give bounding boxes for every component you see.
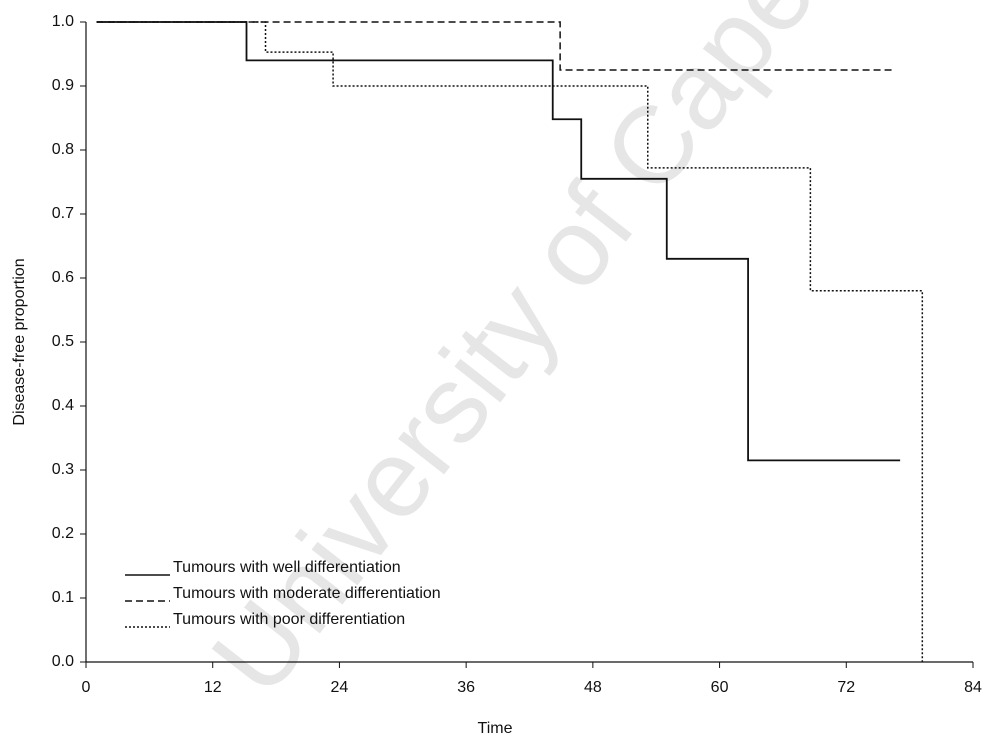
x-axis-title: Time — [478, 720, 513, 737]
watermark: University of Cape — [188, 0, 838, 717]
legend-label: Tumours with poor differentiation — [173, 611, 405, 628]
y-tick-label: 0.9 — [52, 77, 74, 94]
y-tick-label: 0.4 — [52, 397, 74, 414]
legend-label: Tumours with well differentiation — [173, 559, 401, 576]
x-tick-label: 48 — [584, 679, 602, 696]
y-tick-label: 0.2 — [52, 525, 74, 542]
y-tick-label: 0.5 — [52, 333, 74, 350]
y-tick-label: 0.6 — [52, 269, 74, 286]
x-tick-label: 24 — [331, 679, 349, 696]
y-axis-title: Disease-free proportion — [11, 258, 28, 425]
y-tick-label: 0.7 — [52, 205, 74, 222]
x-tick-label: 84 — [964, 679, 982, 696]
x-tick-label: 36 — [457, 679, 475, 696]
x-tick-label: 72 — [837, 679, 855, 696]
survival-line — [96, 21, 901, 462]
x-tick-label: 12 — [204, 679, 222, 696]
y-tick-label: 1.0 — [52, 13, 74, 30]
survival-line — [96, 21, 895, 71]
y-tick-label: 0.8 — [52, 141, 74, 158]
y-tick-label: 0.1 — [52, 589, 74, 606]
x-tick-label: 60 — [711, 679, 729, 696]
x-tick-label: 0 — [82, 679, 91, 696]
legend-label: Tumours with moderate differentiation — [173, 585, 441, 602]
y-tick-label: 0.0 — [52, 653, 74, 670]
survival-line — [96, 21, 924, 662]
y-tick-label: 0.3 — [52, 461, 74, 478]
